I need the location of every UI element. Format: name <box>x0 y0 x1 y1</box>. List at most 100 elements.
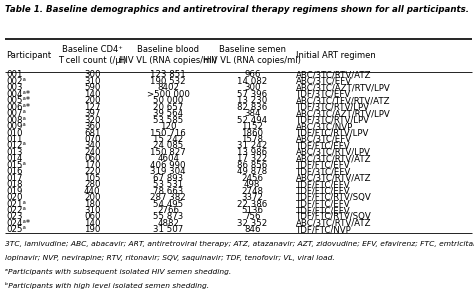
Text: 024ᵃ*: 024ᵃ* <box>6 219 30 228</box>
Text: 017: 017 <box>6 174 23 183</box>
Text: 17 322: 17 322 <box>237 154 267 163</box>
Text: 966: 966 <box>244 70 260 79</box>
Text: ABC/3TC/EFV: ABC/3TC/EFV <box>296 77 352 86</box>
Text: TDF/FTC/RTV/LPV: TDF/FTC/RTV/LPV <box>296 129 369 138</box>
Text: 360: 360 <box>84 122 100 131</box>
Text: 007ᵃ: 007ᵃ <box>6 109 26 118</box>
Text: TDF/FTC/NVP: TDF/FTC/NVP <box>296 225 351 234</box>
Text: 280: 280 <box>84 180 100 189</box>
Text: 190 532: 190 532 <box>150 77 186 86</box>
Text: 13 986: 13 986 <box>237 148 267 157</box>
Text: TDF/FTC/EFV: TDF/FTC/EFV <box>296 200 350 208</box>
Text: 009ᵃ: 009ᵃ <box>6 122 26 131</box>
Text: 681: 681 <box>84 129 100 138</box>
Text: 31 242: 31 242 <box>237 141 267 151</box>
Text: 019: 019 <box>6 187 23 196</box>
Text: 320: 320 <box>84 116 100 125</box>
Text: 86 856: 86 856 <box>237 161 267 170</box>
Text: 319 304: 319 304 <box>150 167 186 176</box>
Text: 021ᵃ: 021ᵃ <box>6 200 26 208</box>
Text: 397: 397 <box>84 109 100 118</box>
Text: 060: 060 <box>84 154 100 163</box>
Text: 498: 498 <box>244 180 260 189</box>
Text: ABC/3TC/RTV/ATZ: ABC/3TC/RTV/ATZ <box>296 70 371 79</box>
Text: 023: 023 <box>6 212 23 222</box>
Text: 190: 190 <box>84 225 100 234</box>
Text: 001: 001 <box>6 70 23 79</box>
Text: 340: 340 <box>84 141 100 151</box>
Text: >500 000: >500 000 <box>147 90 190 99</box>
Text: 015ᵃ: 015ᵃ <box>6 161 26 170</box>
Text: 010: 010 <box>6 129 23 138</box>
Text: 13 230: 13 230 <box>237 96 267 105</box>
Text: 018: 018 <box>6 180 23 189</box>
Text: 4882: 4882 <box>157 219 179 228</box>
Text: 15 242: 15 242 <box>153 135 183 144</box>
Text: Baseline semen
HIV VL (RNA copies/ml): Baseline semen HIV VL (RNA copies/ml) <box>203 45 301 65</box>
Text: ABC/3TC/AZT/RTV/LPV: ABC/3TC/AZT/RTV/LPV <box>296 109 391 118</box>
Text: ABC/3TC/NVP: ABC/3TC/NVP <box>296 122 353 131</box>
Text: 022ᵃ: 022ᵃ <box>6 206 26 215</box>
Text: 012ᵃ: 012ᵃ <box>6 141 26 151</box>
Text: 50 000: 50 000 <box>153 96 183 105</box>
Text: 406 990: 406 990 <box>150 161 186 170</box>
Text: ABC/3TC/RTV/ATZ: ABC/3TC/RTV/ATZ <box>296 174 371 183</box>
Text: 2748: 2748 <box>241 187 263 196</box>
Text: 590: 590 <box>84 83 100 92</box>
Text: 32 352: 32 352 <box>237 219 267 228</box>
Text: TDF/FTC/RTV/SQV: TDF/FTC/RTV/SQV <box>296 212 372 222</box>
Text: 49 878: 49 878 <box>237 167 267 176</box>
Text: 24 085: 24 085 <box>153 141 183 151</box>
Text: ABC/3TC/EFV: ABC/3TC/EFV <box>296 135 352 144</box>
Text: ABC/3TC/TFV/RTV/ATZ: ABC/3TC/TFV/RTV/ATZ <box>296 96 390 105</box>
Text: 1578: 1578 <box>241 135 263 144</box>
Text: 82 836: 82 836 <box>237 103 267 112</box>
Text: Initial ART regimen: Initial ART regimen <box>296 51 375 60</box>
Text: 025ᵃ: 025ᵃ <box>6 225 26 234</box>
Text: 52 494: 52 494 <box>237 116 267 125</box>
Text: 003: 003 <box>6 83 23 92</box>
Text: ABC/3TC/RTV/LPV: ABC/3TC/RTV/LPV <box>296 148 371 157</box>
Text: ABC/3TC/RTV/ATZ: ABC/3TC/RTV/ATZ <box>296 219 371 228</box>
Text: 8402: 8402 <box>157 83 179 92</box>
Text: 020: 020 <box>6 193 23 202</box>
Text: 39 564: 39 564 <box>153 109 183 118</box>
Text: 014: 014 <box>6 154 23 163</box>
Text: 011: 011 <box>6 135 23 144</box>
Text: Participant: Participant <box>6 51 51 60</box>
Text: 180: 180 <box>84 200 100 208</box>
Text: 3TC, lamivudine; ABC, abacavir; ART, antiretroviral therapy; ATZ, atazanavir; AZ: 3TC, lamivudine; ABC, abacavir; ART, ant… <box>5 241 474 247</box>
Text: 287 382: 287 382 <box>150 193 186 202</box>
Text: 2456: 2456 <box>241 174 263 183</box>
Text: 070: 070 <box>84 135 100 144</box>
Text: 57 396: 57 396 <box>237 90 267 99</box>
Text: TDF/3TC/RTV/LPV: TDF/3TC/RTV/LPV <box>296 116 370 125</box>
Text: Baseline CD4⁺
T cell count (/μl): Baseline CD4⁺ T cell count (/μl) <box>58 45 127 65</box>
Text: TDF/FTC/EFV: TDF/FTC/EFV <box>296 161 350 170</box>
Text: 200: 200 <box>84 193 100 202</box>
Text: TDF/3TC/EFV: TDF/3TC/EFV <box>296 90 351 99</box>
Text: 140: 140 <box>84 219 100 228</box>
Text: TDF/3TC/EFV: TDF/3TC/EFV <box>296 167 351 176</box>
Text: 140: 140 <box>84 90 100 99</box>
Text: 005ᵃ*: 005ᵃ* <box>6 96 30 105</box>
Text: Table 1. Baseline demographics and antiretroviral therapy regimens shown for all: Table 1. Baseline demographics and antir… <box>5 5 469 14</box>
Text: 384: 384 <box>244 109 260 118</box>
Text: TDF/FTC/EFV: TDF/FTC/EFV <box>296 141 350 151</box>
Text: 008ᵃ: 008ᵃ <box>6 116 26 125</box>
Text: 127: 127 <box>84 103 100 112</box>
Text: TDF/FTC/EFV: TDF/FTC/EFV <box>296 206 350 215</box>
Text: ᵇParticipants with high level isolated semen shedding.: ᵇParticipants with high level isolated s… <box>5 282 209 290</box>
Text: 846: 846 <box>244 225 260 234</box>
Text: 20 657: 20 657 <box>153 103 183 112</box>
Text: 300: 300 <box>84 70 100 79</box>
Text: 240: 240 <box>84 148 100 157</box>
Text: 1152: 1152 <box>241 122 263 131</box>
Text: 55 873: 55 873 <box>153 212 183 222</box>
Text: ABC/3TC/RTV/ATZ: ABC/3TC/RTV/ATZ <box>296 154 371 163</box>
Text: 78 663: 78 663 <box>153 187 183 196</box>
Text: 150 716: 150 716 <box>150 129 186 138</box>
Text: 002ᵃ: 002ᵃ <box>6 77 26 86</box>
Text: 440: 440 <box>84 187 100 196</box>
Text: 67 893: 67 893 <box>153 174 183 183</box>
